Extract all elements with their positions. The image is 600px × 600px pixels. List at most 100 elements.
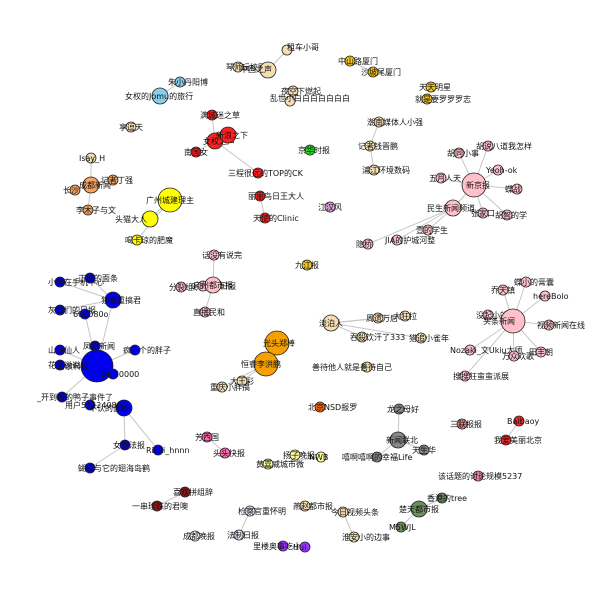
graph-node[interactable]: 胡智的学 [495,209,527,221]
graph-node[interactable]: 大王彩 [230,375,254,387]
graph-node[interactable]: 蝶战 [505,183,523,195]
node-circle[interactable] [436,492,448,504]
graph-node[interactable]: 山油仙人 [48,344,80,356]
graph-node[interactable]: 记者钱晋鹏 [358,140,398,152]
node-circle[interactable] [500,308,526,334]
node-circle[interactable] [373,116,385,128]
graph-node[interactable]: 浦江环境数码 [362,164,410,176]
node-circle[interactable] [299,500,311,512]
graph-node[interactable]: 用户5612408 [65,399,117,411]
node-circle[interactable] [344,55,356,67]
node-circle[interactable] [501,209,513,221]
graph-node[interactable]: 成都晚报 [183,530,215,542]
graph-node[interactable]: 丽丽鸟日王大人 [248,190,304,202]
graph-node[interactable]: 胡说八道我怎样 [476,140,532,152]
node-circle[interactable] [179,486,191,498]
graph-node[interactable]: 正经的面条 [78,272,118,284]
node-circle[interactable] [206,109,218,121]
graph-node[interactable]: 喝卡琼的肥魔 [125,234,173,246]
node-circle[interactable] [152,444,164,456]
node-circle[interactable] [371,451,383,463]
graph-node[interactable]: 广州都市报 [193,276,233,294]
graph-node[interactable]: 中国之声 [240,61,277,79]
graph-node[interactable]: 广州城建理主 [146,187,194,213]
graph-node[interactable]: JIA的护城河整 [384,234,435,246]
graph-node[interactable]: 蝴蝶与它的翅海岛鹤 [78,462,150,474]
graph-node[interactable]: 头猫大人 [115,210,159,228]
graph-node[interactable]: 民生新闻频道 [427,199,475,217]
graph-node[interactable]: Hui [293,541,311,553]
graph-node[interactable]: 南国女 [184,146,208,158]
graph-node[interactable]: 燕赵都市报 [293,500,333,512]
graph-node[interactable]: 女权的Jomu的旅行 [125,87,193,105]
node-circle[interactable] [131,234,143,246]
graph-node[interactable]: 隐桥 [356,238,374,250]
node-circle[interactable] [410,500,428,518]
graph-node[interactable]: 周遗万后 [366,312,398,324]
node-circle[interactable] [277,540,289,552]
node-circle[interactable] [535,346,547,358]
graph-node[interactable]: 九江报 [295,259,319,271]
graph-node[interactable]: hereBolo [533,290,569,302]
graph-node[interactable]: 壹的学生 [416,224,448,236]
graph-node[interactable]: 猎追小雀年 [409,332,449,344]
graph-node[interactable]: 淡泊人 [319,314,343,332]
graph-node[interactable]: 凤凰新闻 [83,340,115,352]
node-circle[interactable] [322,314,340,332]
graph-node[interactable]: 女权之声 [203,132,235,150]
graph-node[interactable]: 搜搜狂蛮蛮派展 [453,370,509,382]
node-circle[interactable] [482,309,494,321]
node-circle[interactable] [189,530,201,542]
graph-node[interactable]: 法制日报 [227,529,259,541]
graph-node[interactable]: 成都新闻 [79,176,111,194]
graph-node[interactable]: NWB [309,451,328,463]
node-circle[interactable] [56,391,68,403]
graph-node[interactable]: Baibaoy [507,415,539,427]
node-circle[interactable] [244,505,256,517]
node-circle[interactable] [175,281,187,293]
graph-node[interactable]: Nozaki_文Ukiu大师 [450,344,523,356]
node-circle[interactable] [201,431,213,443]
node-circle[interactable] [492,164,504,176]
node-circle[interactable] [216,381,228,393]
node-circle[interactable] [461,172,487,198]
node-circle[interactable] [500,434,512,446]
graph-node[interactable]: _开到帮的鸭子事件了 [36,391,113,403]
graph-node[interactable]: Duiii0000 [101,368,139,380]
node-circle[interactable] [287,85,299,97]
node-circle[interactable] [513,415,525,427]
graph-node[interactable]: 琴师玩校园 [226,61,266,73]
node-circle[interactable] [174,76,186,88]
node-circle[interactable] [190,146,202,158]
node-circle[interactable] [289,449,301,461]
node-circle[interactable] [54,344,66,356]
node-circle[interactable] [453,147,465,159]
graph-node[interactable]: 不认的面脸 [89,399,133,417]
graph-node[interactable]: 嘻啊嘻啊的幸福Life [342,451,412,463]
graph-node[interactable]: 我爱美丽北京 [494,434,542,446]
node-circle[interactable] [315,451,327,463]
graph-node[interactable]: 善待他人就是善待自己 [312,361,392,373]
graph-node[interactable]: 芳西国 [195,431,219,443]
node-circle[interactable] [199,306,211,318]
node-circle[interactable] [107,368,119,380]
graph-node[interactable]: 扬子晚报 [283,449,315,461]
node-circle[interactable] [85,152,97,164]
graph-node[interactable]: 万众欢歌 [502,350,534,362]
node-circle[interactable] [254,190,266,202]
graph-node[interactable]: Isay_H [79,152,105,164]
node-circle[interactable] [372,312,384,324]
graph-node[interactable]: 享逗天 [119,121,143,133]
node-circle[interactable] [539,290,551,302]
node-circle[interactable] [151,87,169,105]
graph-node[interactable]: 张家口 [471,207,495,219]
node-circle[interactable] [157,187,183,213]
graph-node[interactable]: 600080o [73,308,109,320]
node-circle[interactable] [236,375,248,387]
node-circle[interactable] [444,199,462,217]
graph-node[interactable]: 楚天都市报 [399,500,439,518]
node-circle[interactable] [421,93,433,105]
node-circle[interactable] [477,207,489,219]
graph-node[interactable]: 灰饭们的日报 [48,304,96,316]
node-circle[interactable] [368,164,380,176]
